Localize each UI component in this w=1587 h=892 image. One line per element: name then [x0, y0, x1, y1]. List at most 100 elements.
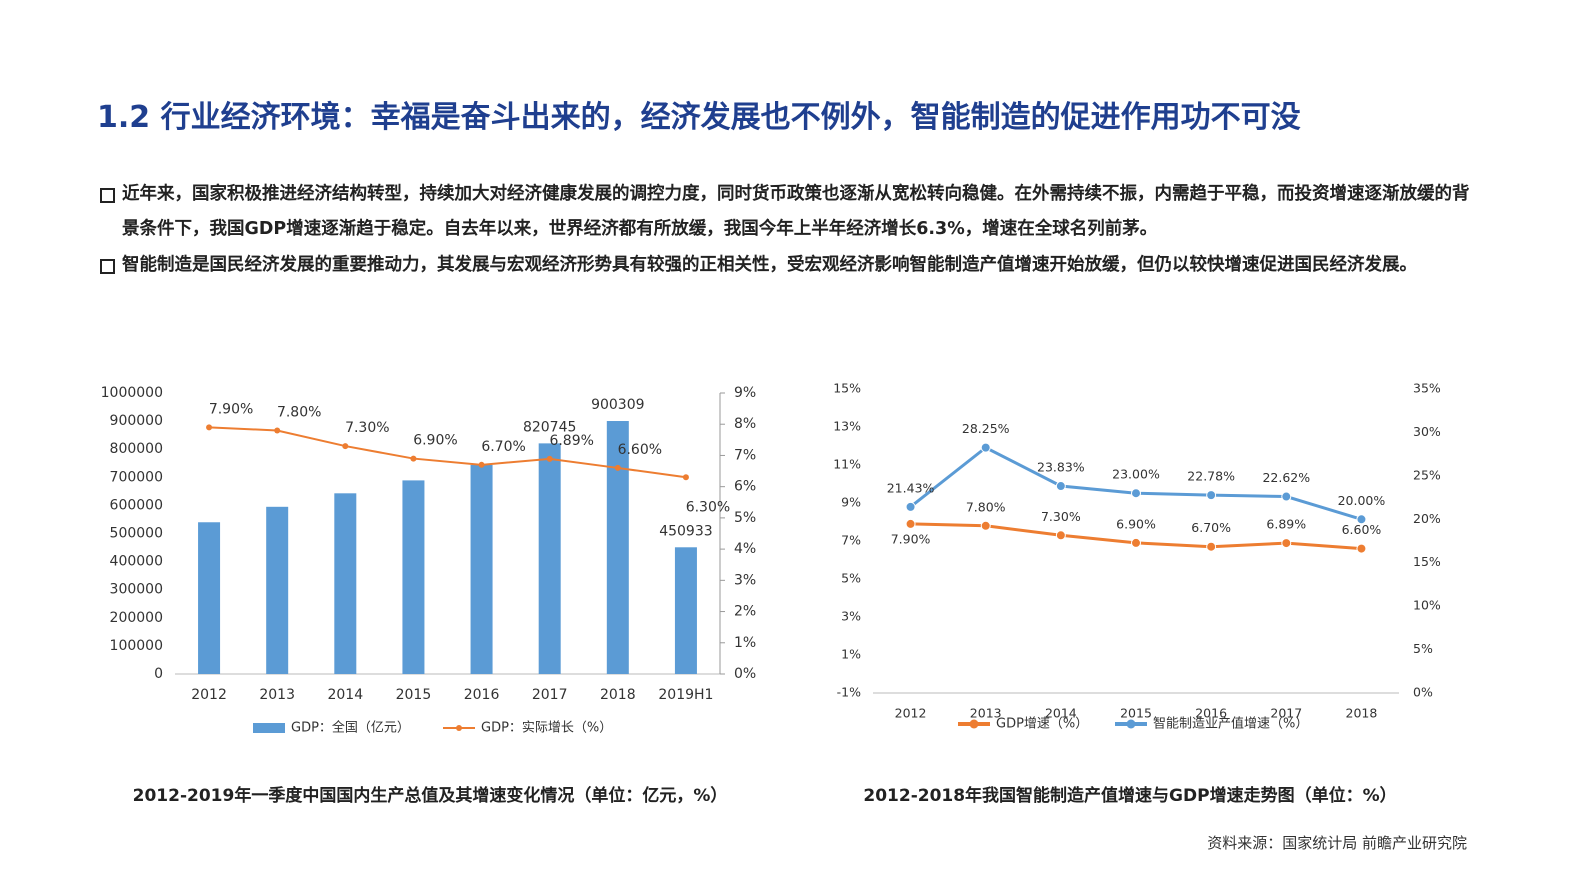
y2-tick-label: 2% [734, 604, 756, 620]
point [1131, 488, 1141, 499]
x-tick-label: 2014 [327, 687, 363, 703]
data-label: 7.80% [277, 404, 321, 420]
y-tick-label: -1% [837, 685, 861, 700]
y-tick-label: 500000 [110, 526, 163, 542]
x-tick-label: 2014 [1045, 706, 1077, 721]
line [209, 426, 687, 479]
y2-tick-label: 8% [734, 416, 756, 432]
x-tick-label: 2015 [1120, 706, 1152, 721]
x-tick-label: 2012 [895, 706, 927, 721]
data-label: 6.60% [1342, 522, 1382, 537]
point [342, 443, 349, 450]
x-tick-label: 2015 [396, 687, 432, 703]
point [980, 442, 991, 453]
point [206, 424, 213, 431]
data-label: 6.89% [549, 433, 593, 449]
data-label: 7.90% [891, 531, 931, 546]
data-label: 6.70% [481, 439, 525, 455]
legend-marker [969, 719, 979, 729]
y-tick-label: 9% [841, 495, 861, 510]
data-label: 28.25% [962, 421, 1010, 436]
y2-tick-label: 30% [1413, 424, 1441, 439]
y-tick-label: 5% [841, 571, 861, 586]
point [1356, 543, 1367, 554]
x-tick-label: 2016 [464, 687, 500, 703]
x-tick-label: 2012 [191, 687, 227, 703]
point [410, 455, 417, 462]
legend-marker [1126, 719, 1136, 729]
data-label: 6.70% [1191, 520, 1231, 535]
point [905, 518, 916, 529]
y2-tick-label: 9% [734, 385, 756, 401]
data-label: 21.43% [887, 480, 935, 495]
x-tick-label: 2018 [600, 687, 636, 703]
legend-label: 智能制造业产值增速（%） [1153, 716, 1308, 732]
legend-label: GDP增速（%） [996, 717, 1088, 732]
y-tick-label: 400000 [110, 554, 163, 570]
x-tick-label: 2017 [532, 687, 568, 703]
data-label: 6.90% [413, 433, 457, 449]
y-tick-label: 200000 [110, 610, 163, 626]
y2-tick-label: 35% [1413, 381, 1441, 396]
data-label: 23.83% [1037, 460, 1085, 475]
y-tick-label: 1000000 [101, 385, 163, 401]
y2-tick-label: 25% [1413, 467, 1441, 482]
x-tick-label: 2013 [970, 706, 1002, 721]
y-tick-label: 11% [833, 457, 861, 472]
y2-tick-label: 15% [1413, 554, 1441, 569]
x-tick-label: 2018 [1346, 706, 1378, 721]
y-tick-label: 900000 [110, 413, 163, 429]
data-label: 23.00% [1112, 467, 1160, 482]
data-label: 6.60% [618, 442, 662, 458]
point [614, 464, 621, 471]
chart-title: 2012-2018年我国智能制造产值增速与GDP增速走势图（单位：%） [863, 785, 1396, 806]
data-label: 900309 [591, 397, 644, 413]
data-label: 7.90% [209, 401, 253, 417]
bar [674, 547, 697, 674]
legend-label: GDP：实际增长（%） [481, 721, 612, 736]
point [682, 474, 689, 481]
y-tick-label: 1% [841, 647, 861, 662]
bar [538, 443, 561, 674]
point [1055, 481, 1066, 492]
point [1055, 530, 1066, 541]
y-tick-label: 7% [841, 533, 861, 548]
point [1206, 541, 1217, 552]
y2-tick-label: 10% [1413, 598, 1441, 613]
point [478, 461, 485, 468]
bar [470, 464, 493, 674]
x-tick-label: 2017 [1270, 706, 1302, 721]
y2-tick-label: 4% [734, 541, 756, 557]
y-tick-label: 800000 [110, 441, 163, 457]
y2-tick-label: 0% [1413, 685, 1433, 700]
data-label: 22.62% [1262, 470, 1310, 485]
y-tick-label: 0 [154, 666, 163, 682]
y2-tick-label: 20% [1413, 511, 1441, 526]
bar [606, 421, 629, 674]
y-tick-label: 15% [833, 381, 861, 396]
point [274, 427, 281, 434]
point [546, 455, 553, 462]
y-tick-label: 300000 [110, 582, 163, 598]
x-tick-label: 2019H1 [658, 687, 713, 703]
y2-tick-label: 3% [734, 572, 756, 588]
data-label: 6.90% [1116, 516, 1156, 531]
point [1281, 538, 1292, 549]
slide-title: 1.2 行业经济环境：幸福是奋斗出来的，经济发展也不例外，智能制造的促进作用功不… [97, 100, 1301, 135]
y2-tick-label: 6% [734, 479, 756, 495]
x-tick-label: 2013 [259, 687, 295, 703]
point [1131, 537, 1141, 548]
data-label: 6.30% [686, 499, 730, 515]
data-label: 820745 [523, 419, 576, 435]
y2-tick-label: 5% [1413, 641, 1433, 656]
bullet: 智能制造是国民经济发展的重要推动力，其发展与宏观经济形势具有较强的正相关性，受宏… [100, 248, 1470, 283]
bar [198, 522, 221, 674]
point [1206, 490, 1217, 501]
bullet: 近年来，国家积极推进经济结构转型，持续加大对经济健康发展的调控力度，同时货币政策… [100, 177, 1470, 247]
data-label: 7.80% [966, 499, 1006, 514]
data-label: 22.78% [1187, 469, 1235, 484]
data-label: 7.30% [345, 420, 389, 436]
data-label: 6.89% [1266, 517, 1306, 532]
